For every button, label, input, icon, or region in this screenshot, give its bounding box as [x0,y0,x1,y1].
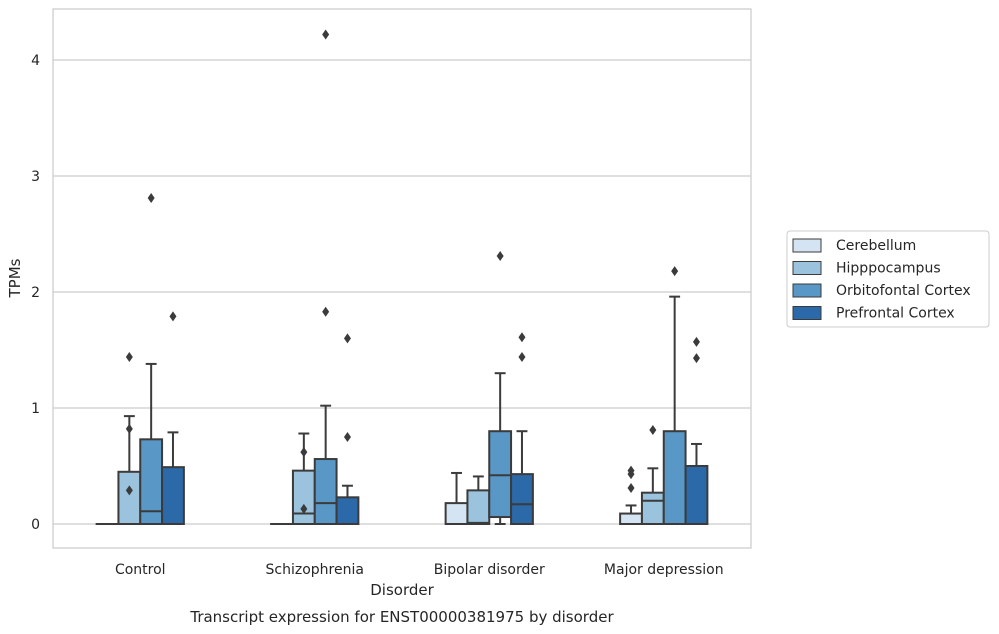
box [444,471,469,525]
box [117,351,142,525]
legend-swatch [792,283,822,298]
x-tick-labels: Control Schizophrenia Bipolar disorder Majo… [115,562,724,578]
box [510,332,534,525]
outlier-point [496,251,504,262]
box [466,475,491,525]
box [139,193,164,526]
outlier-point [125,423,133,434]
box [291,432,316,526]
outlier-point [518,351,526,362]
outlier-point [169,311,177,322]
outlier-point [300,503,308,514]
outlier-point [343,333,351,344]
box-body [161,466,185,526]
legend-swatch [792,306,822,320]
box-body [335,496,360,526]
box [684,336,709,525]
outlier-point [322,306,330,317]
box [313,29,338,526]
box-body [444,502,469,525]
x-tick-label: Schizophrenia [266,562,364,578]
x-axis-label: Disorder [370,581,434,599]
box [335,333,360,526]
outlier-point [125,485,133,496]
box [662,266,687,526]
box-body [684,465,709,525]
legend-label: Hipppocampus [836,261,941,277]
outlier-point [322,29,330,40]
outlier-point [125,351,133,362]
y-tick-label: 0 [31,517,40,533]
legend-label: Prefrontal Cortex [836,306,955,322]
box [619,465,643,525]
legend-frame [786,230,990,328]
x-tick-label: Major depression [604,562,724,578]
box-body [313,458,338,526]
legend: Cerebellum Hipppocampus Orbitofontal Corte… [786,230,990,328]
legend-label: Cerebellum [836,238,916,254]
y-tick-label: 2 [31,285,40,301]
x-tick-label: Control [115,562,166,578]
box-body [662,430,687,526]
outlier-point [518,332,526,343]
box-body [291,469,316,526]
outlier-point [692,336,700,347]
legend-swatch [792,238,822,253]
y-tick-labels: 0 1 2 3 4 [31,53,40,533]
outlier-point [343,432,351,442]
box-body [466,489,491,525]
plot-area-frame [52,8,752,549]
x-tick-label: Bipolar disorder [434,562,545,578]
legend-swatch [792,261,822,275]
outlier-point [627,483,635,494]
box-body [488,430,513,519]
box-body [640,491,665,525]
y-tick-label: 4 [31,53,40,69]
y-tick-label: 3 [31,169,40,185]
outlier-point [300,447,308,458]
outlier-point [671,266,679,277]
outlier-point [692,353,700,364]
y-axis-label: TPMs [6,258,24,298]
box [161,311,185,526]
chart-title: Transcript expression for ENST0000038197… [189,608,614,626]
outlier-point [649,425,657,436]
outlier-point [627,465,635,476]
y-tick-label: 1 [31,401,40,417]
box [640,425,665,525]
box-groups [95,29,709,526]
box-body [619,512,643,525]
box-body [117,470,142,525]
box-body [510,473,534,525]
outlier-point [147,193,155,204]
legend-label: Orbitofontal Cortex [836,283,971,299]
